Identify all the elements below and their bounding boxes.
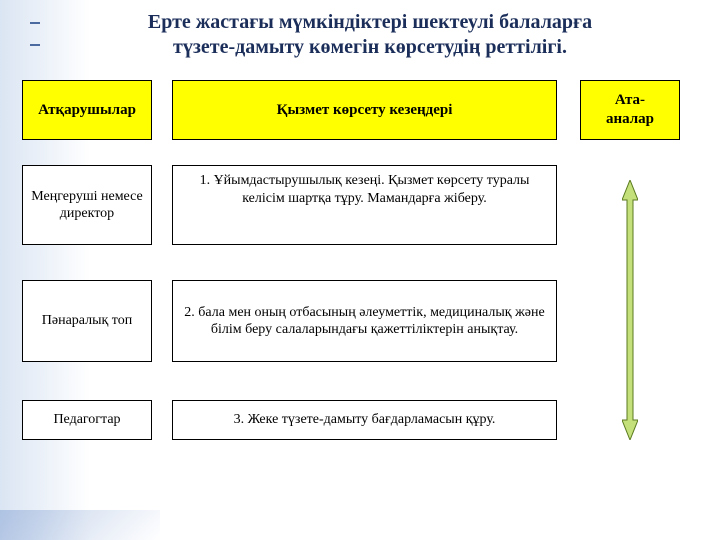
header-parents: Ата- аналар (580, 80, 680, 140)
stage-row-3: 3. Жеке түзете-дамыту бағдарламасын құру… (172, 400, 557, 440)
header-performers: Атқарушылар (22, 80, 152, 140)
performer-row-1: Меңгеруші немесе директор (22, 165, 152, 245)
corner-accent (0, 510, 160, 540)
double-arrow-shape (622, 180, 638, 440)
stage-row-2-text: 2. бала мен оның отбасының әлеуметтік, м… (179, 304, 550, 339)
performer-row-3-label: Педагогтар (53, 411, 120, 429)
performer-row-2: Пәнаралық топ (22, 280, 152, 362)
performer-row-2-label: Пәнаралық топ (42, 312, 133, 330)
double-arrow-icon (622, 180, 638, 440)
header-stages-label: Қызмет көрсету кезеңдері (277, 101, 453, 120)
decoration-mark (30, 22, 40, 24)
stage-row-2: 2. бала мен оның отбасының әлеуметтік, м… (172, 280, 557, 362)
stage-row-3-text: 3. Жеке түзете-дамыту бағдарламасын құру… (234, 411, 496, 429)
performer-row-1-label: Меңгеруші немесе директор (29, 188, 145, 223)
performer-row-3: Педагогтар (22, 400, 152, 440)
header-stages: Қызмет көрсету кезеңдері (172, 80, 557, 140)
header-performers-label: Атқарушылар (38, 101, 136, 120)
title-line-1: Ерте жастағы мүмкіндіктері шектеулі бала… (148, 11, 592, 33)
stage-row-1: 1. Ұйымдастырушылық кезеңі. Қызмет көрсе… (172, 165, 557, 245)
stage-row-1-text: 1. Ұйымдастырушылық кезеңі. Қызмет көрсе… (179, 172, 550, 207)
decoration-mark (30, 44, 40, 46)
page-title: Ерте жастағы мүмкіндіктері шектеулі бала… (60, 10, 680, 60)
header-parents-label: Ата- аналар (606, 91, 654, 129)
title-line-2: түзете-дамыту көмегін көрсетудің реттілі… (173, 36, 567, 58)
double-arrow-outline (622, 180, 638, 440)
